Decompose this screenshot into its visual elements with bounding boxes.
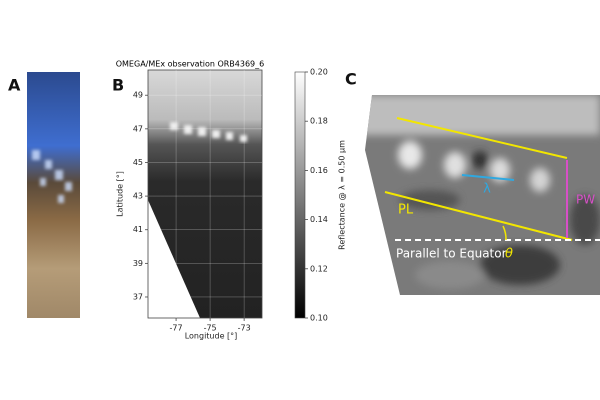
lambda-label: λ — [483, 182, 491, 197]
colorbar-tick-label: 0.12 — [310, 264, 328, 273]
colorbar-tick-label: 0.10 — [310, 314, 328, 323]
colorbar — [294, 71, 306, 319]
colorbar-label: Reflectance @ λ = 0.50 µm — [338, 140, 347, 250]
pw-label: PW — [576, 193, 595, 207]
y-axis-label: Latitude [°] — [116, 171, 125, 217]
lambda-line — [461, 174, 515, 181]
cloud-patches — [32, 150, 72, 203]
pl-line — [384, 191, 573, 241]
angle-arc — [502, 225, 507, 241]
panel-label: C — [345, 70, 357, 89]
y-tick-label: 43 — [133, 192, 143, 201]
y-tick-label: 41 — [133, 225, 143, 234]
yellow-line — [396, 117, 568, 159]
x-tick-label: -77 — [170, 324, 183, 333]
plot-frame — [147, 69, 263, 319]
y-tick-label: 39 — [133, 259, 143, 268]
equator-label: Parallel to Equator — [396, 247, 507, 261]
zoom-image — [365, 95, 600, 295]
colorbar-tick-label: 0.20 — [310, 68, 328, 77]
panel-label: B — [112, 76, 124, 95]
pl-label: PL — [398, 203, 414, 218]
colorbar-tick-label: 0.18 — [310, 117, 328, 126]
colorbar-tick-label: 0.16 — [310, 166, 328, 175]
panel-label: A — [8, 76, 21, 95]
reflectance-image — [148, 70, 262, 318]
rgb-image — [27, 72, 80, 318]
colorbar-tick-label: 0.14 — [310, 215, 328, 224]
theta-label: θ — [505, 247, 513, 262]
y-tick-label: 47 — [133, 124, 143, 133]
x-tick-label: -73 — [238, 324, 251, 333]
x-tick-label: -75 — [204, 324, 217, 333]
x-axis-label: Longitude [°] — [185, 332, 238, 341]
plot-title: OMEGA/MEx observation ORB4369_6 — [116, 60, 265, 69]
y-tick-label: 45 — [133, 158, 143, 167]
y-tick-label: 37 — [133, 292, 143, 301]
y-tick-label: 49 — [133, 91, 143, 100]
